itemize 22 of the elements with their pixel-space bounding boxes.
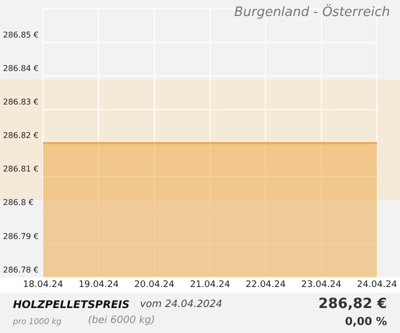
chart-title: Burgenland - Österreich <box>234 5 390 20</box>
y-tick-label: 286.79 € <box>3 232 39 241</box>
x-tick-label: 21.04.24 <box>190 280 230 290</box>
x-tick-label: 20.04.24 <box>134 280 175 290</box>
y-tick-label: 286.8 € <box>3 198 34 208</box>
text: 286,82 € <box>318 296 387 312</box>
y-tick-label: 286.83 € <box>3 98 39 107</box>
y-tick-label: 286.82 € <box>3 131 39 140</box>
text: 0,00 % <box>345 315 387 328</box>
y-tick-label: 286.85 € <box>3 30 39 40</box>
x-tick-label: 18.04.24 <box>22 280 64 290</box>
x-tick-label: 23.04.24 <box>301 280 342 290</box>
text: (bei 6000 kg) <box>88 315 156 326</box>
y-tick-label: 286.78 € <box>3 265 39 274</box>
text: vom 24.04.2024 <box>140 299 222 310</box>
y-tick-label: 286.84 € <box>3 64 39 74</box>
text: HOLZPELLETSPREIS <box>13 299 130 311</box>
x-tick-label: 24.04.24 <box>356 280 398 290</box>
y-tick-label: 286.81 € <box>3 164 39 174</box>
text: pro 1000 kg <box>13 317 62 326</box>
x-tick-label: 19.04.24 <box>78 280 119 290</box>
x-tick-label: 22.04.24 <box>246 280 286 290</box>
